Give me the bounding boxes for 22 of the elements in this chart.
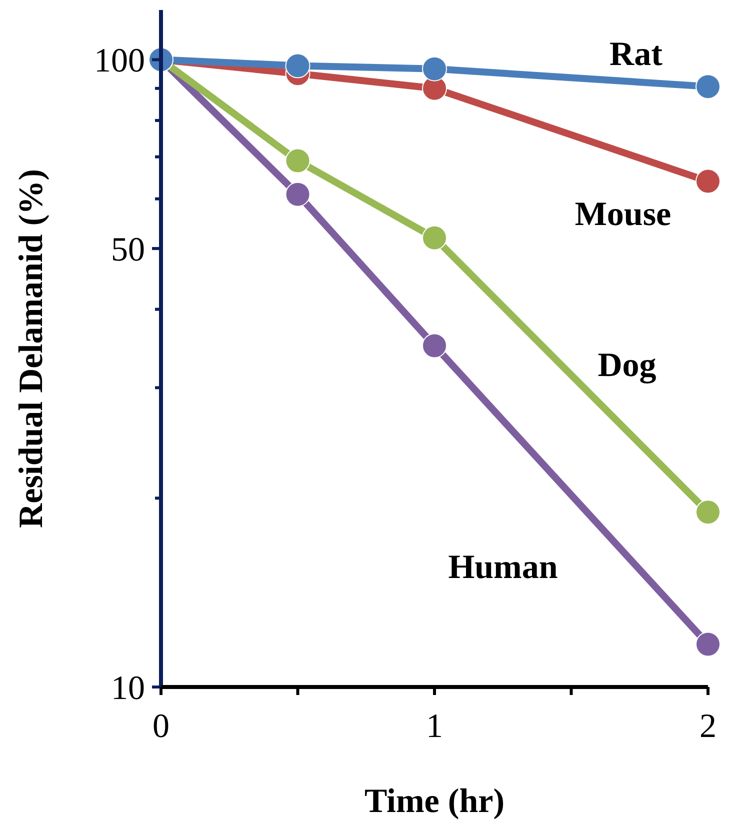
x-tick-label: 0 bbox=[152, 708, 170, 745]
y-axis-title: Residual Delamanid (%) bbox=[13, 169, 50, 528]
x-tick-label: 1 bbox=[426, 708, 443, 745]
point bbox=[422, 225, 447, 250]
series-label: Mouse bbox=[574, 196, 672, 233]
x-tick-label: 2 bbox=[700, 708, 716, 745]
point bbox=[696, 500, 720, 525]
point bbox=[422, 56, 447, 82]
point bbox=[285, 148, 310, 174]
y-tick-label: 10 bbox=[111, 670, 145, 707]
point bbox=[696, 632, 720, 657]
y-tick-label: 50 bbox=[111, 231, 145, 268]
series-label: Rat bbox=[610, 36, 664, 73]
series-label: Human bbox=[448, 548, 558, 586]
point bbox=[696, 74, 720, 100]
y-tick-label: 100 bbox=[94, 42, 145, 80]
point bbox=[422, 333, 447, 358]
point bbox=[285, 182, 310, 207]
x-axis-title: Time (hr) bbox=[364, 783, 505, 820]
series-label: Dog bbox=[598, 346, 656, 384]
point bbox=[696, 168, 720, 194]
point bbox=[285, 53, 310, 78]
